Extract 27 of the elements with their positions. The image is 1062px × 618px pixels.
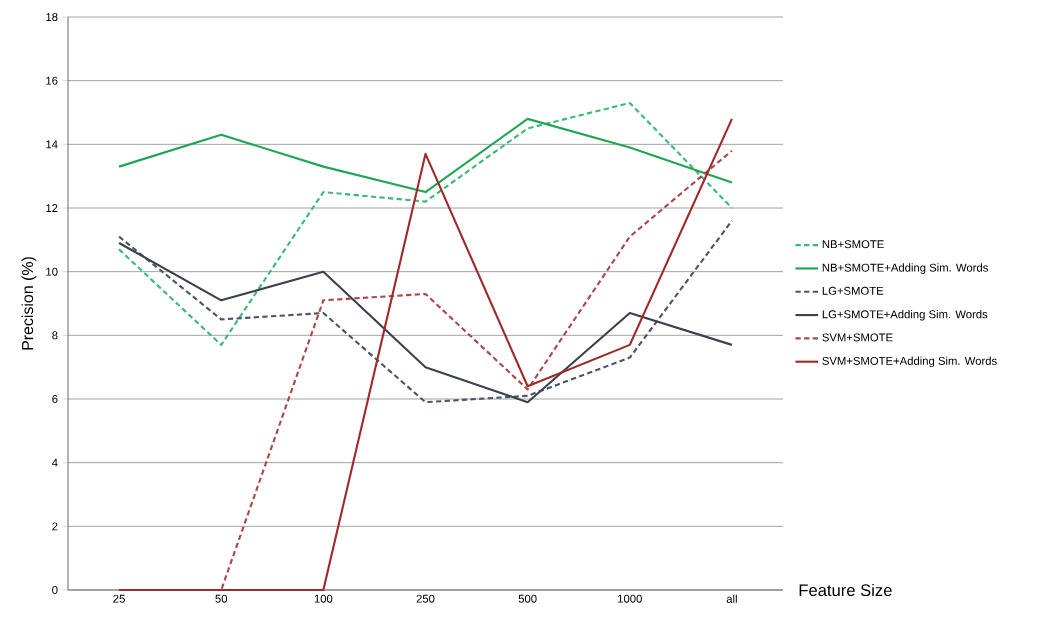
y-tick-label: 8: [52, 331, 58, 340]
y-tick-label: 18: [46, 13, 58, 21]
line-series: [118, 117, 733, 194]
y-tick-label: 2: [52, 522, 58, 531]
y-tick-label: 6: [52, 395, 58, 403]
legend-label: SVM+SMOTE: [822, 333, 893, 342]
x-tick-label: 1000: [618, 594, 642, 603]
y-tick-label: 12: [46, 204, 58, 212]
legend-label: NB+SMOTE+Adding Sim. Words: [822, 263, 988, 274]
line-series: [118, 101, 733, 346]
legend-label: NB+SMOTE: [822, 240, 884, 249]
x-tick-label: 500: [518, 594, 537, 603]
x-tick-label: 25: [113, 594, 125, 603]
legend-label: LG+SMOTE+Adding Sim. Words: [822, 309, 988, 321]
y-tick-label: 10: [46, 267, 58, 276]
x-axis-title: Feature Size: [799, 583, 892, 597]
x-tick-label: 250: [416, 594, 435, 603]
y-tick-label: 4: [51, 458, 58, 467]
x-tick-label: 50: [215, 594, 228, 603]
legend-label: LG+SMOTE: [822, 286, 884, 295]
x-tick-label: 100: [314, 594, 333, 603]
y-tick-label: 0: [52, 586, 58, 594]
y-tick-label: 16: [46, 76, 58, 85]
x-tick-label: all: [726, 594, 737, 603]
legend-label: SVM+SMOTE+Adding Sim. Words: [822, 356, 997, 368]
y-tick-label: 14: [46, 140, 58, 149]
y-axis-title: Precision (%): [21, 257, 37, 350]
